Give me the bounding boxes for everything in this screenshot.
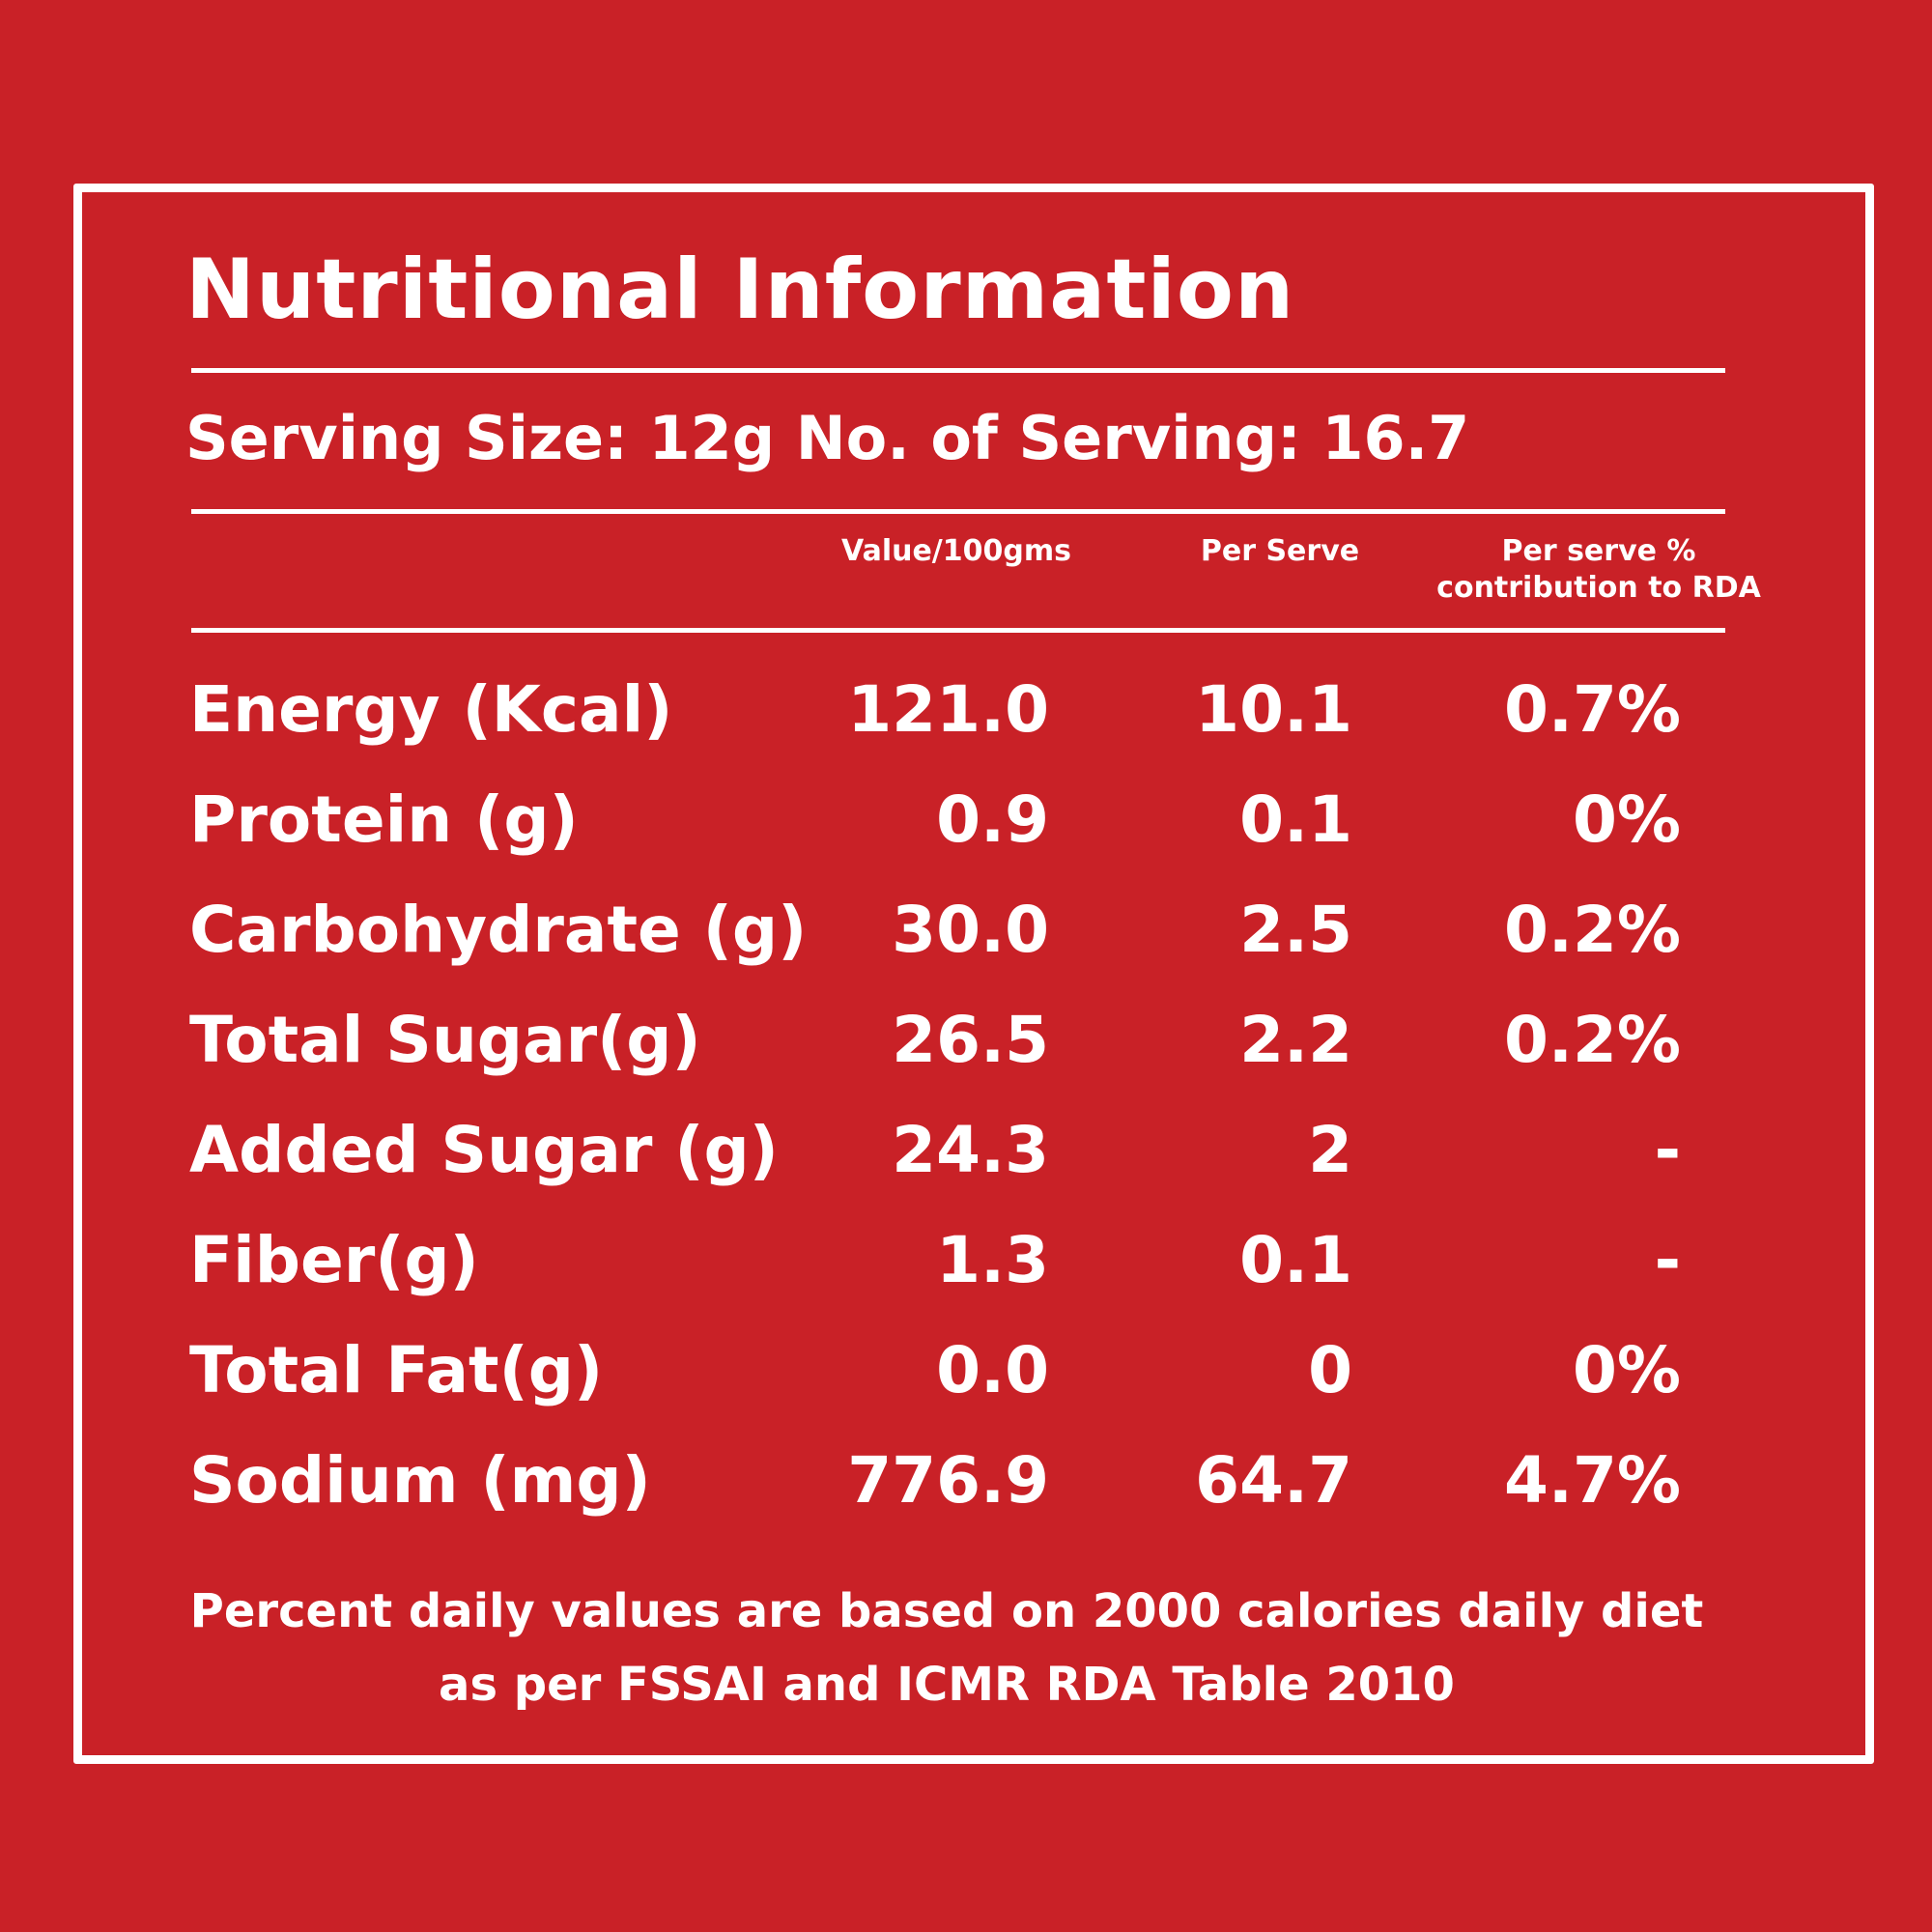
value-per-serve: 2.5 xyxy=(1239,893,1352,967)
table-row: Protein (g) 0.9 0.1 0% xyxy=(0,777,1932,887)
column-header-rda-line2: contribution to RDA xyxy=(1436,571,1761,605)
value-per-serve: 2.2 xyxy=(1239,1003,1352,1077)
footnote-line2: as per FSSAI and ICMR RDA Table 2010 xyxy=(439,1658,1455,1712)
value-rda: 0.2% xyxy=(1503,893,1681,967)
column-header-per-serve: Per Serve xyxy=(1200,534,1360,568)
value-per-100g: 0.0 xyxy=(936,1333,1049,1407)
nutrient-name: Total Fat(g) xyxy=(189,1333,604,1407)
column-header-per-100g: Value/100gms xyxy=(841,534,1071,568)
serving-info: Serving Size: 12g No. of Serving: 16.7 xyxy=(185,403,1470,473)
divider-header xyxy=(191,628,1725,633)
value-per-serve: 0.1 xyxy=(1239,782,1352,857)
nutrient-name: Energy (Kcal) xyxy=(189,672,673,747)
footnote-line1: Percent daily values are based on 2000 c… xyxy=(189,1584,1704,1638)
value-per-serve: 0 xyxy=(1308,1333,1352,1407)
value-rda: - xyxy=(1654,1223,1681,1297)
value-rda: 0.2% xyxy=(1503,1003,1681,1077)
value-rda: 0% xyxy=(1572,1333,1681,1407)
table-row: Added Sugar (g) 24.3 2 - xyxy=(0,1107,1932,1217)
value-per-100g: 0.9 xyxy=(936,782,1049,857)
value-per-serve: 10.1 xyxy=(1195,672,1352,747)
value-per-100g: 776.9 xyxy=(847,1443,1049,1518)
nutrient-name: Fiber(g) xyxy=(189,1223,479,1297)
divider-title xyxy=(191,368,1725,373)
value-per-serve: 64.7 xyxy=(1195,1443,1352,1518)
table-row: Total Fat(g) 0.0 0 0% xyxy=(0,1327,1932,1437)
table-row: Fiber(g) 1.3 0.1 - xyxy=(0,1217,1932,1327)
column-header-rda-line1: Per serve % xyxy=(1501,534,1696,568)
nutrition-table: Energy (Kcal) 121.0 10.1 0.7% Protein (g… xyxy=(0,667,1932,1548)
page-title: Nutritional Information xyxy=(185,242,1295,338)
label-frame xyxy=(73,184,1874,1764)
table-row: Total Sugar(g) 26.5 2.2 0.2% xyxy=(0,997,1932,1107)
table-row: Energy (Kcal) 121.0 10.1 0.7% xyxy=(0,667,1932,777)
value-rda: 0.7% xyxy=(1503,672,1681,747)
value-per-100g: 121.0 xyxy=(847,672,1049,747)
value-per-100g: 26.5 xyxy=(892,1003,1049,1077)
table-row: Carbohydrate (g) 30.0 2.5 0.2% xyxy=(0,887,1932,997)
value-rda: 0% xyxy=(1572,782,1681,857)
nutrient-name: Sodium (mg) xyxy=(189,1443,651,1518)
value-per-serve: 2 xyxy=(1308,1113,1352,1187)
footnote: Percent daily values are based on 2000 c… xyxy=(116,1575,1777,1721)
nutrient-name: Protein (g) xyxy=(189,782,579,857)
table-row: Sodium (mg) 776.9 64.7 4.7% xyxy=(0,1437,1932,1548)
value-per-serve: 0.1 xyxy=(1239,1223,1352,1297)
value-rda: 4.7% xyxy=(1503,1443,1681,1518)
nutrient-name: Carbohydrate (g) xyxy=(189,893,808,967)
value-per-100g: 30.0 xyxy=(892,893,1049,967)
value-per-100g: 1.3 xyxy=(936,1223,1049,1297)
nutrient-name: Added Sugar (g) xyxy=(189,1113,779,1187)
divider-serving xyxy=(191,509,1725,514)
value-per-100g: 24.3 xyxy=(892,1113,1049,1187)
value-rda: - xyxy=(1654,1113,1681,1187)
nutrient-name: Total Sugar(g) xyxy=(189,1003,701,1077)
column-header-rda: Per serve % contribution to RDA xyxy=(1401,533,1797,607)
